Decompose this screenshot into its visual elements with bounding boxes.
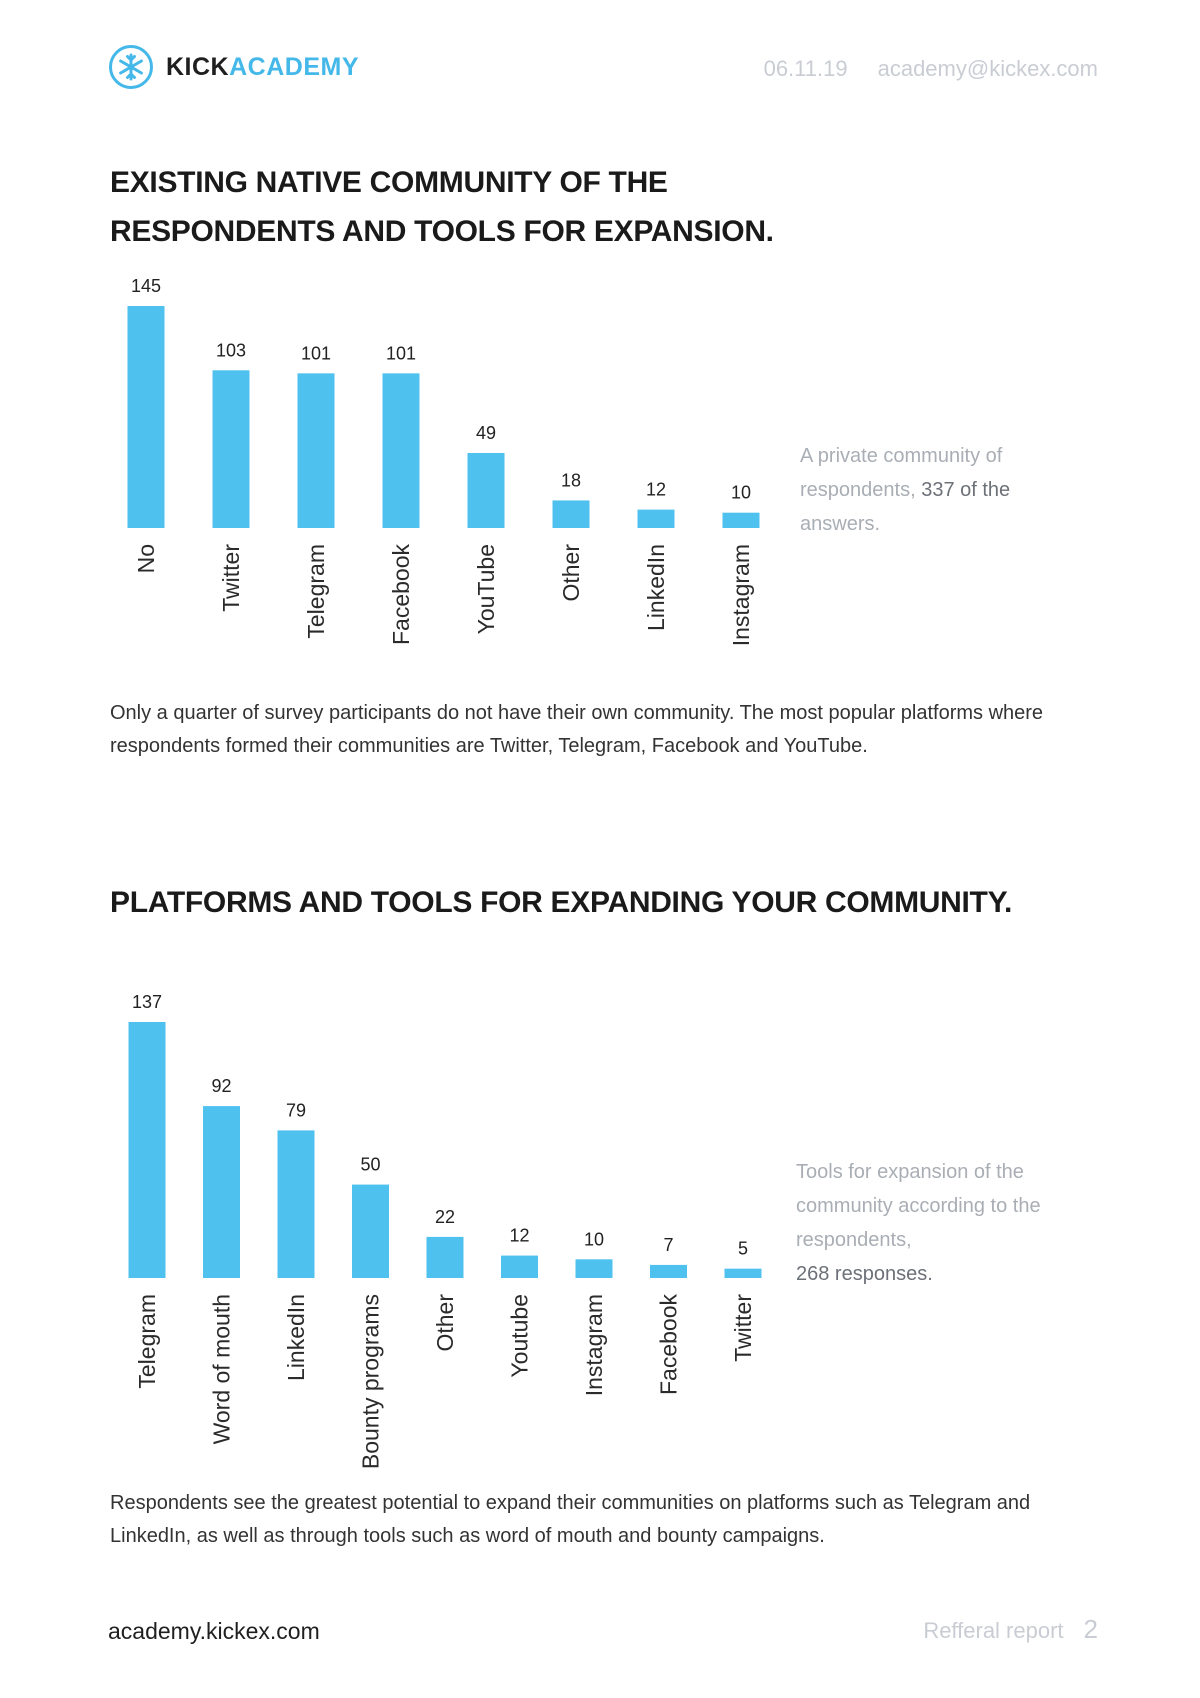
category-label-facebook: Facebook bbox=[656, 1294, 682, 1396]
brand-name-part2: ACADEMY bbox=[229, 52, 360, 81]
bar-facebook bbox=[650, 1264, 687, 1278]
category-label-facebook: Facebook bbox=[388, 544, 414, 646]
chart-1-note: A private community of respondents, 337 … bbox=[800, 439, 1070, 541]
chart-expansion-tools: 137 Telegram 92 Word of mouth 79 LinkedIn 50 Bo… bbox=[128, 992, 762, 1469]
category-label-youtube: Youtube bbox=[507, 1294, 533, 1378]
report-date: 06.11.19 bbox=[763, 56, 848, 81]
category-label-instagram: Instagram bbox=[728, 544, 754, 646]
chart-1-note-end: answers. bbox=[800, 513, 881, 535]
value-label-bounty-programs: 50 bbox=[360, 1155, 380, 1175]
value-label-word-of-mouth: 92 bbox=[211, 1076, 231, 1096]
brand-name-part1: KICK bbox=[166, 52, 230, 81]
category-label-telegram: Telegram bbox=[134, 1294, 160, 1389]
value-label-linkedin: 79 bbox=[286, 1100, 306, 1120]
bar-youtube bbox=[501, 1255, 538, 1278]
section-1-paragraph: Only a quarter of survey participants do… bbox=[110, 702, 1044, 757]
contact-email[interactable]: academy@kickex.com bbox=[877, 56, 1098, 81]
category-label-bounty-programs: Bounty programs bbox=[358, 1294, 384, 1469]
snowflake-logo-icon bbox=[109, 45, 153, 89]
value-label-instagram: 10 bbox=[731, 483, 751, 503]
category-label-other: Other bbox=[432, 1294, 458, 1352]
value-label-other: 18 bbox=[561, 470, 581, 490]
category-label-twitter: Twitter bbox=[730, 1294, 756, 1362]
bar-facebook bbox=[382, 373, 420, 528]
chart-2-note: Tools for expansion of the community acc… bbox=[796, 1155, 1086, 1291]
bar-no bbox=[127, 306, 165, 528]
category-label-telegram: Telegram bbox=[303, 544, 329, 639]
chart-2-note-text: Tools for expansion of the community acc… bbox=[796, 1161, 1041, 1251]
value-label-twitter: 103 bbox=[216, 340, 246, 360]
value-label-linkedin: 12 bbox=[646, 480, 666, 500]
chart-2-note-count: 268 responses. bbox=[796, 1263, 933, 1285]
brand-name: KICKACADEMY bbox=[166, 53, 359, 82]
value-label-facebook: 7 bbox=[663, 1235, 673, 1255]
footer-site-link[interactable]: academy.kickex.com bbox=[108, 1618, 320, 1644]
bar-other bbox=[426, 1236, 464, 1278]
value-label-telegram: 101 bbox=[301, 343, 331, 363]
bar-instagram bbox=[722, 512, 760, 528]
chart-1-note-count: 337 of the bbox=[921, 479, 1011, 501]
header-meta: 06.11.19 academy@kickex.com bbox=[764, 56, 1098, 82]
value-label-facebook: 101 bbox=[386, 343, 416, 363]
category-label-no: No bbox=[133, 544, 159, 573]
section-2-paragraph: Respondents see the greatest potential t… bbox=[110, 1492, 1031, 1547]
category-label-other: Other bbox=[558, 544, 584, 602]
value-label-other: 22 bbox=[435, 1207, 455, 1227]
value-label-twitter: 5 bbox=[738, 1239, 748, 1259]
bar-word-of-mouth bbox=[203, 1106, 240, 1278]
section-2-title: PLATFORMS AND TOOLS FOR EXPANDING YOUR C… bbox=[110, 886, 1012, 919]
value-label-youtube: 12 bbox=[509, 1226, 529, 1246]
category-label-linkedin: LinkedIn bbox=[643, 544, 669, 631]
bar-youtube bbox=[467, 452, 505, 528]
value-label-telegram: 137 bbox=[132, 992, 162, 1012]
category-label-word-of-mouth: Word of mouth bbox=[209, 1294, 235, 1444]
section-1-title: EXISTING NATIVE COMMUNITY OF THE RESPOND… bbox=[110, 166, 774, 248]
footer-report-info: Refferal report 2 bbox=[923, 1614, 1098, 1645]
page-number: 2 bbox=[1083, 1614, 1098, 1644]
category-label-instagram: Instagram bbox=[581, 1294, 607, 1396]
category-label-linkedin: LinkedIn bbox=[283, 1294, 309, 1381]
bar-telegram bbox=[128, 1022, 166, 1278]
bar-instagram bbox=[575, 1259, 613, 1278]
page-header: KICKACADEMY 06.11.19 academy@kickex.com bbox=[108, 44, 1098, 96]
value-label-instagram: 10 bbox=[584, 1229, 604, 1249]
value-label-youtube: 49 bbox=[476, 423, 496, 443]
bar-linkedin bbox=[277, 1130, 315, 1278]
bar-bounty-programs bbox=[352, 1184, 389, 1278]
bar-other bbox=[552, 500, 590, 528]
bar-linkedin bbox=[637, 509, 675, 528]
bar-telegram bbox=[297, 373, 335, 528]
chart-1-note-text: A private community of respondents, bbox=[800, 445, 1003, 501]
category-label-youtube: YouTube bbox=[473, 544, 499, 634]
chart-existing-community: 145 No 103 Twitter 101 Telegram 101 Facebook 49 Y… bbox=[127, 276, 760, 646]
brand-logo[interactable]: KICKACADEMY bbox=[108, 44, 359, 90]
value-label-no: 145 bbox=[131, 276, 161, 296]
category-label-twitter: Twitter bbox=[218, 544, 244, 612]
footer-report-name: Refferal report bbox=[923, 1618, 1064, 1643]
bar-twitter bbox=[724, 1268, 762, 1278]
bar-twitter bbox=[212, 370, 250, 528]
